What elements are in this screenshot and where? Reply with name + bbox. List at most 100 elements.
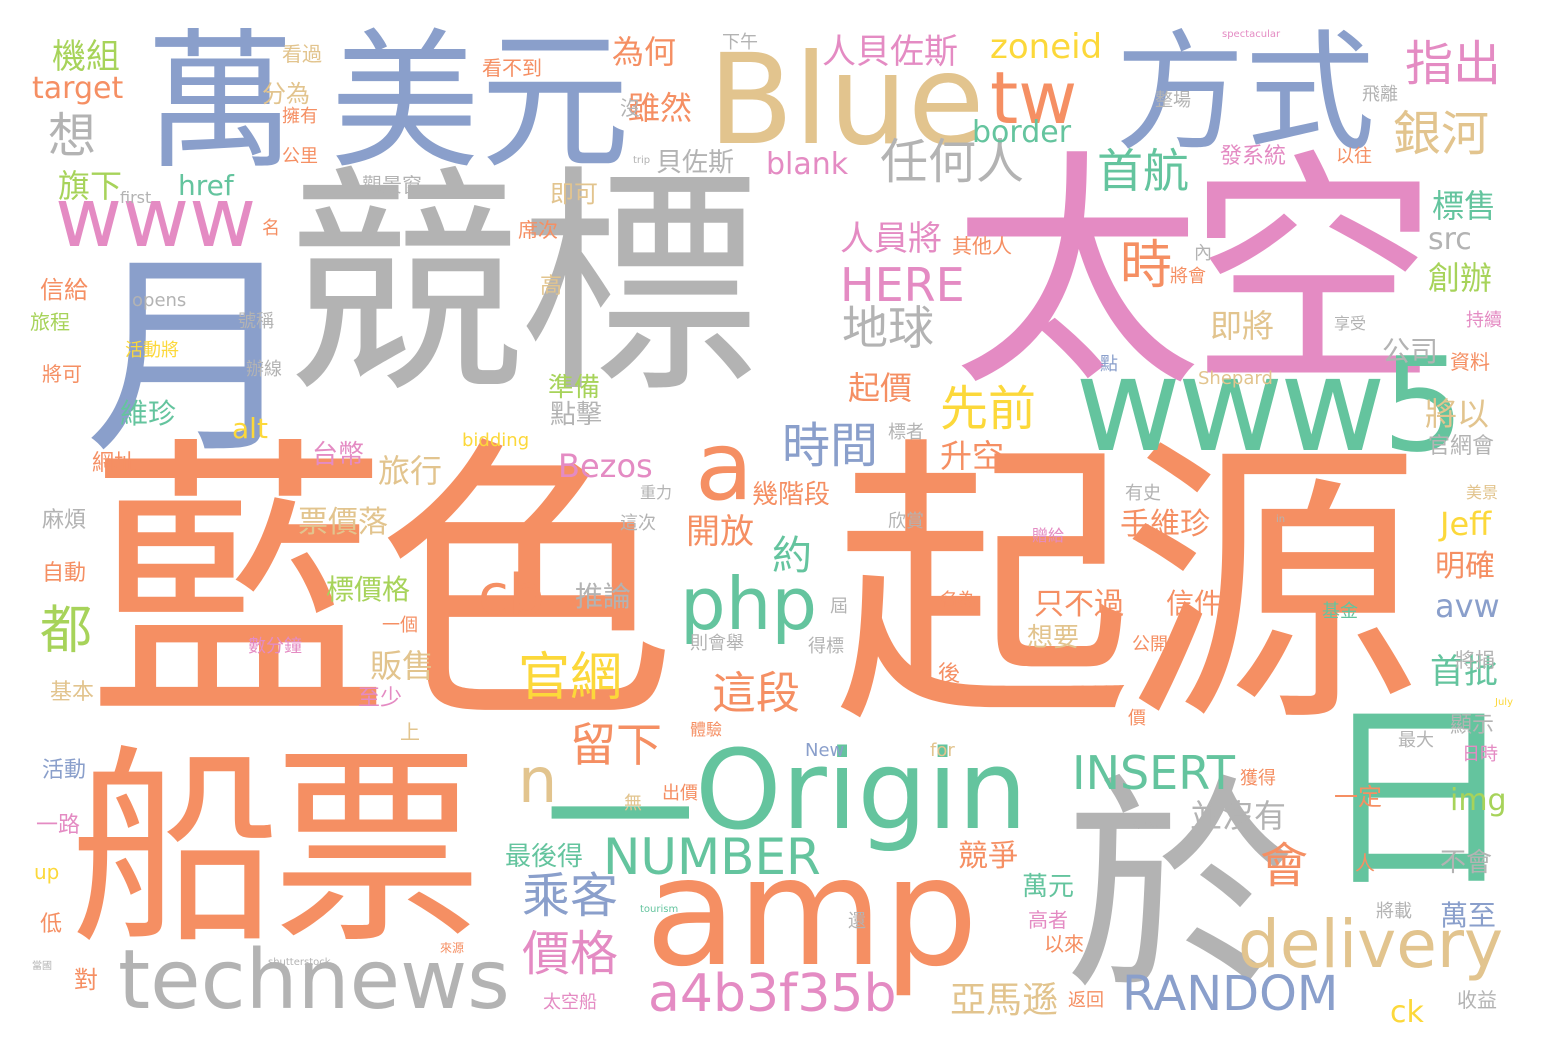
word-jijin: 基金 (1322, 601, 1358, 622)
word-img: img (1450, 783, 1507, 818)
word-technews: technews (118, 933, 510, 1028)
word-jia: 價 (1128, 708, 1146, 729)
word-chixu: 持續 (1466, 310, 1502, 331)
word-jijieduan: 幾階段 (752, 480, 831, 510)
word-zhengchang: 整場 (1155, 90, 1191, 111)
word-dangguo: 當國 (32, 961, 52, 972)
word-xiangshou: 享受 (1334, 314, 1367, 333)
word-guanwang: 官網 (518, 648, 623, 708)
word-origin: Origin (695, 726, 1028, 854)
word-yu: 於 (1065, 756, 1296, 1023)
word-zuihoudebiao: 最後得 (505, 842, 584, 872)
word-ren: 人 (1355, 851, 1375, 875)
word-yilu: 一路 (36, 813, 81, 838)
word-jeff: Jeff (1440, 505, 1492, 543)
word-fanshou: 販售 (370, 647, 435, 685)
word-zoneid: zoneid (990, 27, 1103, 67)
word-space: space (1132, 819, 1162, 830)
word-shouhang: 首航 (1097, 144, 1189, 198)
word-debiao: 得標 (808, 636, 844, 657)
word-wangzhi: 網址 (92, 451, 137, 476)
word-biaoshou: 標售 (1432, 187, 1497, 225)
word-bidding: bidding (462, 430, 530, 451)
word-chuanpiao: 船票 (70, 727, 482, 972)
word-jike: 即可 (550, 180, 598, 208)
word-a: a (695, 412, 754, 522)
word-shengkong: 升空 (940, 437, 1005, 475)
word-ming: 名 (262, 218, 280, 239)
word-mei: 沒 (620, 96, 640, 120)
word-bingmeiyou: 並沒有 (1190, 797, 1287, 835)
word-gaozhe: 高者 (1028, 908, 1068, 932)
word-shoupi: 首批 (1430, 652, 1498, 692)
word-banxian: 辦線 (246, 359, 282, 380)
word-beizuosi: 貝佐斯 (656, 148, 735, 178)
word-in: in (1276, 514, 1286, 525)
word-xici: 席次 (518, 218, 558, 242)
word-shi: 時 (1120, 236, 1173, 296)
word-spectacular: spectacular (1222, 29, 1281, 40)
word-src: src (1428, 222, 1472, 257)
word-xianshi: 顯示 (1450, 713, 1495, 738)
word-blue: Blue (708, 28, 985, 173)
word-weihe: 為何 (612, 33, 677, 71)
word-huan: 還 (848, 911, 866, 932)
word-shouyi: 收益 (1457, 988, 1497, 1012)
word-yinhe: 銀河 (1393, 106, 1490, 162)
word-zeihuiju: 則會舉 (690, 633, 744, 654)
word-ziliao: 資料 (1450, 350, 1490, 374)
word-target: target (32, 71, 124, 106)
word-chujia: 出價 (662, 783, 698, 804)
word-hou: 後 (938, 662, 961, 687)
word-ri: 日 (1318, 683, 1519, 916)
word-qixia: 旗下 (58, 167, 123, 205)
word-haocheng: 號稱 (238, 311, 274, 332)
word-ck: ck (1390, 995, 1424, 1030)
word-gongkai: 公開 (1132, 634, 1168, 655)
word-blank: blank (766, 147, 849, 182)
word-yongyou: 擁有 (282, 106, 318, 127)
word-wanzhi: 萬至 (1440, 899, 1497, 932)
word-zuida: 最大 (1398, 730, 1434, 751)
word-dian: 點 (1100, 354, 1118, 375)
word-www5: www5 (1075, 329, 1465, 481)
word-n: n (518, 744, 558, 817)
word-fangshi: 方式 (1115, 17, 1376, 169)
word-zhichu: 指出 (1405, 36, 1502, 92)
word-renhe: 任何人 (880, 134, 1025, 190)
word-gao: 高 (540, 274, 563, 299)
word-fazitong: 發系統 (1220, 144, 1287, 169)
word-guanjingchuang: 觀景窗 (362, 173, 422, 197)
word-wu: 無 (624, 793, 642, 814)
word-zenggei: 贈給 (1032, 526, 1065, 545)
word-laiyuan: 來源 (440, 941, 465, 955)
word-gongsi: 公司 (1382, 335, 1439, 368)
word-suiran: 雖然 (628, 89, 693, 127)
word-tuilun: 推論 (575, 580, 632, 613)
word-zhongli: 重力 (640, 483, 673, 502)
word-yamaxun: 亞馬遜 (950, 980, 1059, 1021)
word-lanse: 藍色 (88, 413, 676, 762)
word-dianji: 點擊 (550, 400, 603, 430)
word-meijing: 美景 (1466, 483, 1499, 502)
word-up: up (34, 860, 60, 884)
word-xinshang: 欣賞 (888, 511, 924, 532)
word-here: HERE (840, 258, 965, 312)
word-jijiang: 即將 (1210, 307, 1275, 345)
word-weizhen: 維珍 (120, 397, 177, 430)
word-lvxing: 旅行 (378, 452, 443, 490)
word-ju: 屆 (830, 596, 848, 617)
word-shijian: 時間 (782, 418, 879, 474)
word-gongli: 公里 (282, 146, 318, 167)
word-xianqian: 先前 (940, 381, 1037, 437)
word-renyuanjiang: 人員將 (840, 219, 942, 259)
word-www: www (55, 171, 257, 266)
word-xiang: 想 (48, 108, 97, 164)
word-amp: amp (645, 826, 979, 1000)
word-alt: alt (232, 412, 268, 445)
word-dui: 對 (74, 966, 98, 994)
word-delivery: delivery (1238, 906, 1504, 983)
word-zhunbei: 準備 (548, 373, 601, 403)
word-meiyuan: 美元 (330, 16, 631, 190)
word-qitaren: 其他人 (952, 234, 1012, 258)
